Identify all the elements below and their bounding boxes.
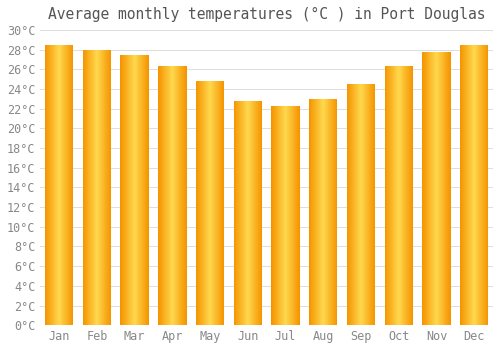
Title: Average monthly temperatures (°C ) in Port Douglas: Average monthly temperatures (°C ) in Po… [48,7,486,22]
